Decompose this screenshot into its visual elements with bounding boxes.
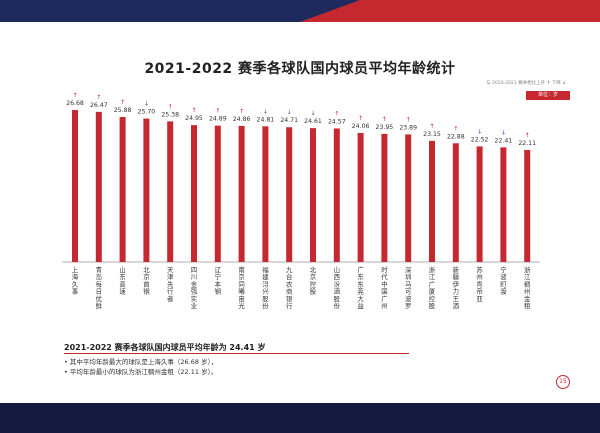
x-tick-label: 四川金强实业 xyxy=(191,266,198,310)
bar-value-label: 24.86 xyxy=(233,116,251,123)
summary-bullet: 其中平均年龄最大的球队是上海久事（26.68 岁）， xyxy=(64,357,217,367)
top-banner-accent xyxy=(300,0,600,22)
change-up-arrow-icon: ↑ xyxy=(120,99,125,106)
bar xyxy=(191,125,197,262)
legend-note: 与 2020-2021 赛季相比上升 ↑ 下降 ↓ xyxy=(486,80,566,86)
bar-value-label: 24.95 xyxy=(185,115,203,122)
bar-value-label: 22.88 xyxy=(447,133,465,140)
bar xyxy=(310,128,316,262)
bar xyxy=(238,125,245,262)
bar xyxy=(286,127,293,262)
x-tick-label: 浙江广厦控股 xyxy=(429,265,436,310)
bar-value-label: 23.15 xyxy=(423,131,441,138)
bar-value-label: 25.70 xyxy=(138,109,156,116)
legend-note-middle: 下降 xyxy=(551,81,561,86)
change-up-arrow-icon: ↑ xyxy=(406,116,411,123)
bar xyxy=(143,118,150,262)
change-up-arrow-icon: ↑ xyxy=(191,107,196,114)
x-tick-label: 时代中国广州 xyxy=(381,265,388,310)
change-up-arrow-icon: ↑ xyxy=(358,115,363,122)
x-tick-label: 宁波町渡 xyxy=(500,265,507,296)
change-down-arrow-icon: ↓ xyxy=(501,129,506,136)
x-tick-label: 浙江稠州金租 xyxy=(524,265,531,310)
bar-value-label: 24.71 xyxy=(280,117,298,124)
x-tick-label: 南京同曦宙光 xyxy=(238,265,245,310)
bar xyxy=(262,126,269,262)
bar xyxy=(500,147,507,262)
bar-value-label: 24.89 xyxy=(209,116,227,123)
bar xyxy=(333,128,340,262)
bar xyxy=(72,110,78,262)
x-tick-label: 广东东莞大益 xyxy=(357,265,364,310)
change-up-arrow-icon: ↑ xyxy=(382,116,387,123)
bar-value-label: 23.95 xyxy=(376,124,394,131)
bottom-banner xyxy=(0,403,600,433)
bar xyxy=(167,121,174,262)
change-down-arrow-icon: ↓ xyxy=(310,110,315,117)
x-tick-label: 青岛每日优鲜 xyxy=(96,265,103,310)
change-down-arrow-icon: ↓ xyxy=(263,108,268,115)
change-down-arrow-icon: ↓ xyxy=(144,101,149,108)
summary-bullet: 平均年龄最小的球队为浙江稠州金租（22.11 岁）。 xyxy=(64,367,217,377)
x-tick-label: 辽宁本钢 xyxy=(215,266,222,296)
bar-value-label: 24.81 xyxy=(257,116,275,123)
x-tick-label: 山西汾酒股份 xyxy=(334,265,341,310)
bar-value-label: 25.38 xyxy=(161,111,179,118)
bar-value-label: 25.88 xyxy=(114,107,132,114)
bar xyxy=(357,132,364,262)
page-number: 15 xyxy=(556,375,570,389)
bar xyxy=(381,133,388,262)
x-tick-label: 深圳马可波罗 xyxy=(405,265,412,310)
change-up-arrow-icon: ↑ xyxy=(429,123,434,130)
bar-chart: 26.68↑上海久事26.47↑青岛每日优鲜25.88↑山东高速25.70↓北京… xyxy=(62,92,540,310)
change-up-arrow-icon: ↑ xyxy=(334,110,339,117)
chart-title: 2021-2022 赛季各球队国内球员平均年龄统计 xyxy=(144,61,456,77)
change-up-arrow-icon: ↑ xyxy=(96,94,101,101)
bar-value-label: 22.52 xyxy=(471,136,489,143)
x-tick-label: 九台农商银行 xyxy=(286,265,293,310)
bar-value-label: 22.41 xyxy=(495,137,513,144)
bar xyxy=(405,134,412,262)
change-up-arrow-icon: ↑ xyxy=(215,108,220,115)
change-up-arrow-icon: ↑ xyxy=(525,132,530,139)
summary-title: 2021-2022 赛季各球队国内球员平均年龄为 24.41 岁 xyxy=(64,343,266,352)
bar-value-label: 24.61 xyxy=(304,118,322,125)
x-tick-label: 苏州肯帝亚 xyxy=(476,265,483,303)
unit-badge: 单位：岁 xyxy=(526,91,570,100)
change-up-arrow-icon: ↑ xyxy=(239,108,244,115)
bar-value-label: 22.11 xyxy=(518,140,536,147)
bar xyxy=(476,146,483,262)
bar-value-label: 26.68 xyxy=(66,100,84,107)
bar xyxy=(429,140,435,262)
x-tick-label: 新疆伊力王酒 xyxy=(453,265,460,310)
bar xyxy=(95,111,102,262)
x-tick-label: 上海久事 xyxy=(72,265,79,296)
x-tick-label: 北京控股 xyxy=(310,266,317,296)
x-tick-label: 天津先行者 xyxy=(167,266,174,303)
legend-note-prefix: 与 2020-2021 赛季相比上升 xyxy=(486,81,546,86)
bar-value-label: 23.89 xyxy=(399,124,417,131)
change-down-arrow-icon: ↓ xyxy=(287,109,292,116)
legend-down-arrow-icon: ↓ xyxy=(562,81,566,86)
bar xyxy=(524,150,531,262)
change-up-arrow-icon: ↑ xyxy=(168,103,173,110)
change-up-arrow-icon: ↑ xyxy=(72,92,77,99)
bar-value-label: 24.06 xyxy=(352,123,370,130)
bar xyxy=(119,117,126,262)
summary-bullets: 其中平均年龄最大的球队是上海久事（26.68 岁）， 平均年龄最小的球队为浙江稠… xyxy=(64,357,217,377)
change-down-arrow-icon: ↓ xyxy=(477,128,482,135)
summary-divider xyxy=(64,353,409,354)
legend-up-arrow-icon: ↑ xyxy=(546,81,551,86)
change-up-arrow-icon: ↑ xyxy=(453,125,458,132)
bar xyxy=(214,125,221,263)
bar-value-label: 26.47 xyxy=(90,102,108,109)
bar xyxy=(452,143,459,262)
x-tick-label: 福建浔兴股份 xyxy=(262,265,269,310)
bar-value-label: 24.57 xyxy=(328,118,346,125)
x-tick-label: 山东高速 xyxy=(119,265,126,296)
x-tick-label: 北京首钢 xyxy=(143,266,150,296)
